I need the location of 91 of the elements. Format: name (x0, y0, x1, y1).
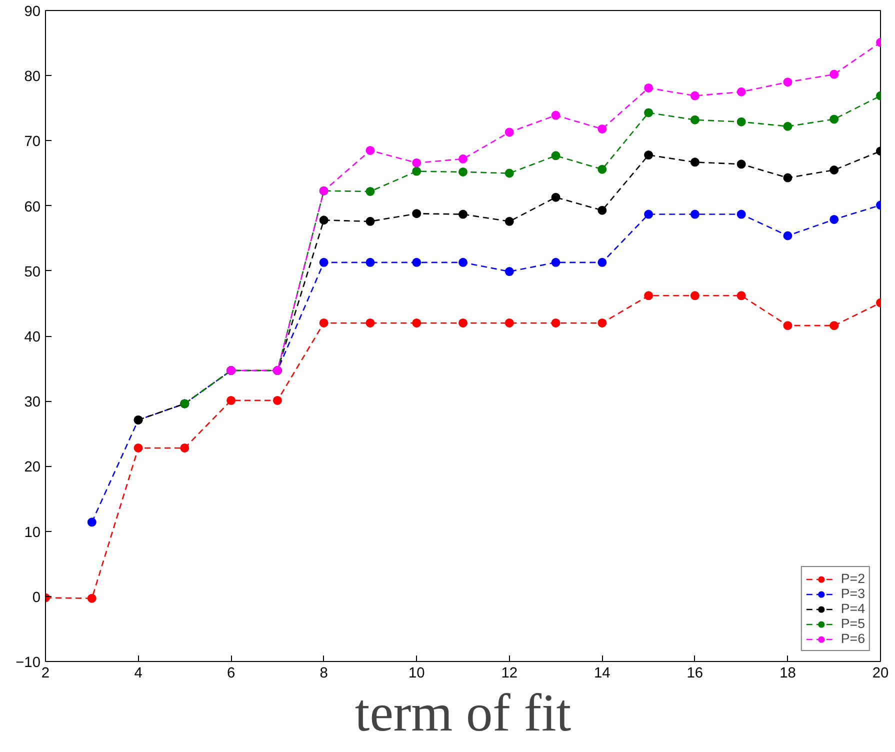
point (644, 108, 654, 118)
point (180, 443, 190, 452)
point (551, 110, 560, 120)
point (783, 78, 792, 87)
x-tick-label: 14 (594, 666, 610, 682)
point (504, 128, 514, 137)
legend-label: P=5 (840, 616, 865, 631)
point (830, 214, 839, 224)
point (783, 122, 792, 131)
y-tick-label: 80 (24, 69, 41, 86)
point (690, 91, 700, 100)
x-tick-label: 16 (686, 666, 704, 682)
point (736, 117, 746, 126)
point (551, 318, 560, 328)
point (458, 167, 468, 176)
point (690, 115, 700, 124)
point (644, 150, 654, 160)
point (87, 594, 96, 603)
point (551, 258, 560, 267)
point (551, 192, 560, 202)
point (644, 83, 654, 92)
y-tick-label: 70 (24, 134, 41, 150)
point (319, 318, 328, 328)
x-tick-label: 6 (226, 666, 236, 682)
point (783, 173, 792, 182)
point (690, 158, 700, 167)
y-tick-label: 60 (24, 199, 41, 216)
x-tick-label: 2 (41, 666, 50, 682)
legend-label: P=3 (840, 586, 865, 601)
legend-label: P=6 (840, 631, 865, 646)
y-tick-label: 40 (24, 330, 41, 346)
point (319, 216, 328, 225)
point (598, 124, 607, 134)
point (504, 267, 514, 276)
x-tick-label: 18 (780, 666, 796, 682)
point (504, 168, 514, 178)
point (783, 231, 792, 240)
point (736, 160, 746, 169)
point (272, 396, 282, 405)
legend-label: P=4 (840, 601, 865, 616)
point (783, 321, 792, 330)
x-tick-label: 8 (320, 666, 328, 682)
y-tick-label: 90 (24, 4, 41, 20)
legend-label: P=2 (840, 571, 865, 586)
point (736, 87, 746, 96)
point (366, 186, 375, 196)
point (830, 321, 839, 330)
point (598, 258, 607, 267)
y-tick-label: 10 (24, 524, 41, 541)
x-tick-label: 10 (408, 666, 425, 682)
point (134, 443, 143, 452)
point (504, 216, 514, 226)
x-tick-label: 12 (501, 666, 518, 682)
point (598, 318, 607, 328)
point (830, 70, 839, 79)
y-tick-label: −10 (16, 655, 41, 671)
point (458, 154, 468, 164)
y-tick-label: 20 (24, 460, 41, 476)
point (412, 258, 422, 267)
x-tick-label: 20 (872, 666, 889, 682)
x-axis-title: term of fit (354, 682, 572, 742)
point (412, 318, 422, 328)
y-tick-label: 0 (32, 590, 41, 606)
point (644, 210, 654, 219)
point (736, 291, 746, 300)
point (690, 291, 700, 300)
point (412, 166, 422, 176)
point (598, 206, 607, 215)
point (366, 216, 375, 226)
point (458, 258, 468, 267)
point (830, 166, 839, 174)
point (644, 291, 654, 300)
point (736, 210, 746, 219)
point (366, 258, 375, 267)
y-tick-label: 50 (24, 264, 41, 280)
point (366, 146, 375, 155)
point (319, 258, 328, 267)
x-tick-label: 4 (134, 666, 142, 682)
point (458, 318, 468, 328)
point (226, 396, 236, 405)
point (598, 164, 607, 174)
point (412, 158, 422, 168)
point (458, 210, 468, 219)
point (366, 318, 375, 328)
point (551, 151, 560, 160)
point (504, 318, 514, 328)
point (690, 210, 700, 219)
point (830, 114, 839, 124)
y-tick-label: 30 (24, 394, 41, 411)
point (87, 518, 96, 527)
point (412, 209, 422, 218)
